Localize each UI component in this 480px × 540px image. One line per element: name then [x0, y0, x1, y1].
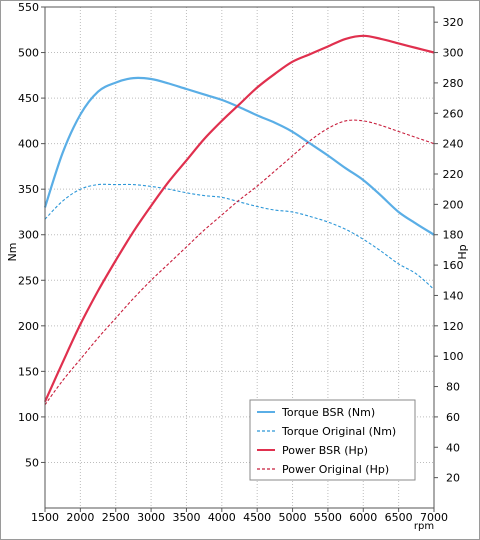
y-left-tick-label: 450	[18, 92, 39, 105]
y-axis-label-right: Hp	[456, 244, 469, 259]
y-left-tick-label: 400	[18, 138, 39, 151]
y-left-tick-label: 50	[25, 456, 39, 469]
legend-label: Power BSR (Hp)	[282, 444, 368, 457]
y-right-tick-label: 280	[443, 77, 464, 90]
x-tick-label: 3000	[137, 511, 165, 524]
x-tick-label: 5000	[279, 511, 307, 524]
x-tick-label: 1500	[31, 511, 59, 524]
x-tick-label: 2500	[102, 511, 130, 524]
y-right-tick-label: 180	[443, 229, 464, 242]
legend-label: Torque Original (Nm)	[281, 425, 396, 438]
y-left-tick-label: 200	[18, 320, 39, 333]
y-left-tick-label: 150	[18, 365, 39, 378]
y-right-tick-label: 100	[443, 350, 464, 363]
x-tick-label: 3500	[172, 511, 200, 524]
y-axis-label-left: Nm	[6, 243, 19, 262]
y-left-tick-label: 300	[18, 229, 39, 242]
y-right-tick-label: 160	[443, 259, 464, 272]
legend-label: Torque BSR (Nm)	[281, 406, 375, 419]
y-right-tick-label: 40	[446, 441, 460, 454]
y-left-tick-label: 550	[18, 1, 39, 14]
x-axis-label: rpm	[414, 521, 434, 532]
y-right-tick-label: 80	[446, 381, 460, 394]
y-right-tick-label: 220	[443, 168, 464, 181]
x-axis: 1500 2000 2500 3000 3500 4000 4500 5000 5500 6000…	[31, 508, 448, 524]
y-right-tick-label: 240	[443, 138, 464, 151]
y-right-tick-label: 20	[446, 472, 460, 485]
y-right-tick-label: 320	[443, 16, 464, 29]
x-tick-label: 6500	[385, 511, 413, 524]
x-tick-label: 2000	[66, 511, 94, 524]
legend-label: Power Original (Hp)	[282, 463, 389, 476]
y-left-tick-label: 250	[18, 274, 39, 287]
y-right-tick-label: 60	[446, 411, 460, 424]
y-right-tick-label: 120	[443, 320, 464, 333]
y-right-tick-label: 260	[443, 107, 464, 120]
y-left-tick-label: 500	[18, 47, 39, 60]
x-tick-label: 6000	[349, 511, 377, 524]
y-left-tick-label: 350	[18, 183, 39, 196]
x-tick-label: 5500	[314, 511, 342, 524]
x-tick-label: 4000	[208, 511, 236, 524]
y-right-tick-label: 140	[443, 289, 464, 302]
y-right-tick-label: 200	[443, 198, 464, 211]
y-right-tick-label: 300	[443, 47, 464, 60]
y-left-tick-label: 100	[18, 411, 39, 424]
legend: Torque BSR (Nm) Torque Original (Nm) Power…	[250, 400, 415, 480]
x-tick-label: 4500	[243, 511, 271, 524]
y-axis-left: 50 100 150 200 250 300 350 400 450 500 550	[18, 1, 45, 469]
